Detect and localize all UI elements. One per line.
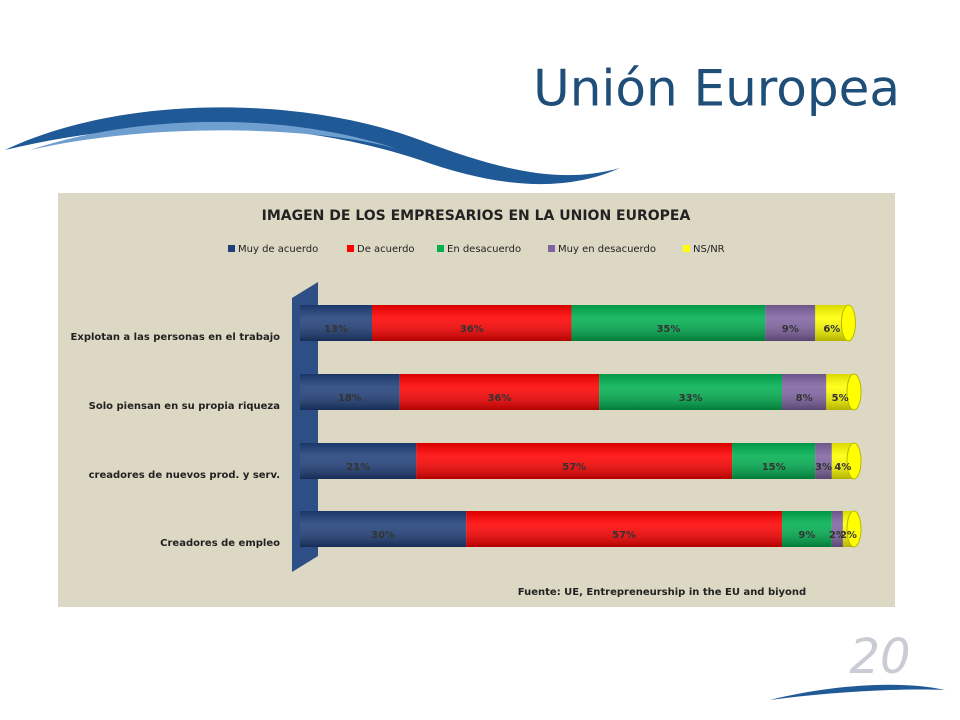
bar-shade [599,374,782,410]
value-label: 4% [834,462,851,473]
value-label: 33% [679,393,703,404]
legend-swatch [683,245,690,252]
value-label: 21% [346,462,370,473]
value-label: 35% [656,324,680,335]
bar-cap [846,442,862,480]
value-label: 15% [762,462,786,473]
legend-label: Muy de acuerdo [238,244,318,255]
logo-swoosh [770,684,945,700]
value-label: 8% [796,393,813,404]
bar-shade [300,443,417,479]
bar-shade [765,305,816,341]
bar-shade [416,443,733,479]
value-label: 9% [782,324,799,335]
legend-label: En desacuerdo [447,244,521,255]
value-label: 36% [487,393,511,404]
value-label: 30% [371,530,395,541]
value-label: 57% [612,530,636,541]
category-label: creadores de nuevos prod. y serv. [89,470,280,481]
value-label: 3% [815,462,832,473]
value-label: 36% [460,324,484,335]
value-label: 18% [338,393,362,404]
chart-title: IMAGEN DE LOS EMPRESARIOS EN LA UNION EU… [262,208,691,224]
bar-shade [300,305,373,341]
bar-cap [846,373,862,411]
bar-shade [781,374,827,410]
category-label: Creadores de empleo [160,538,280,549]
legend-swatch [437,245,444,252]
legend-label: De acuerdo [357,244,415,255]
bar-shade [372,305,572,341]
bar-shade [781,511,832,547]
value-label: 2% [840,530,857,541]
bar-shade [815,443,832,479]
bar-shade [300,511,467,547]
legend-swatch [347,245,354,252]
value-label: 2% [829,530,846,541]
swoosh [5,107,620,185]
legend-label: NS/NR [693,244,725,255]
value-label: 13% [324,324,348,335]
slide-title: Unión Europea [533,60,900,118]
bar-shade [300,374,400,410]
logo: 20 [849,629,910,685]
bar-shade [466,511,782,547]
bar-shade [732,443,816,479]
legend-label: Muy en desacuerdo [558,244,656,255]
legend-swatch [548,245,555,252]
bar-shade [399,374,600,410]
bar-shade [831,511,843,547]
bar-cap [846,510,862,548]
value-label: 57% [562,462,586,473]
category-label: Solo piensan en su propia riqueza [89,401,280,412]
value-label: 6% [823,324,840,335]
bar-shade [571,305,766,341]
value-label: 9% [798,530,815,541]
swoosh-light [30,121,400,150]
chart-wall [292,282,318,572]
value-label: 5% [832,393,849,404]
source-note: Fuente: UE, Entrepreneurship in the EU a… [518,587,806,598]
legend-swatch [228,245,235,252]
category-label: Explotan a las personas en el trabajo [71,332,281,343]
bar-cap [840,304,856,342]
